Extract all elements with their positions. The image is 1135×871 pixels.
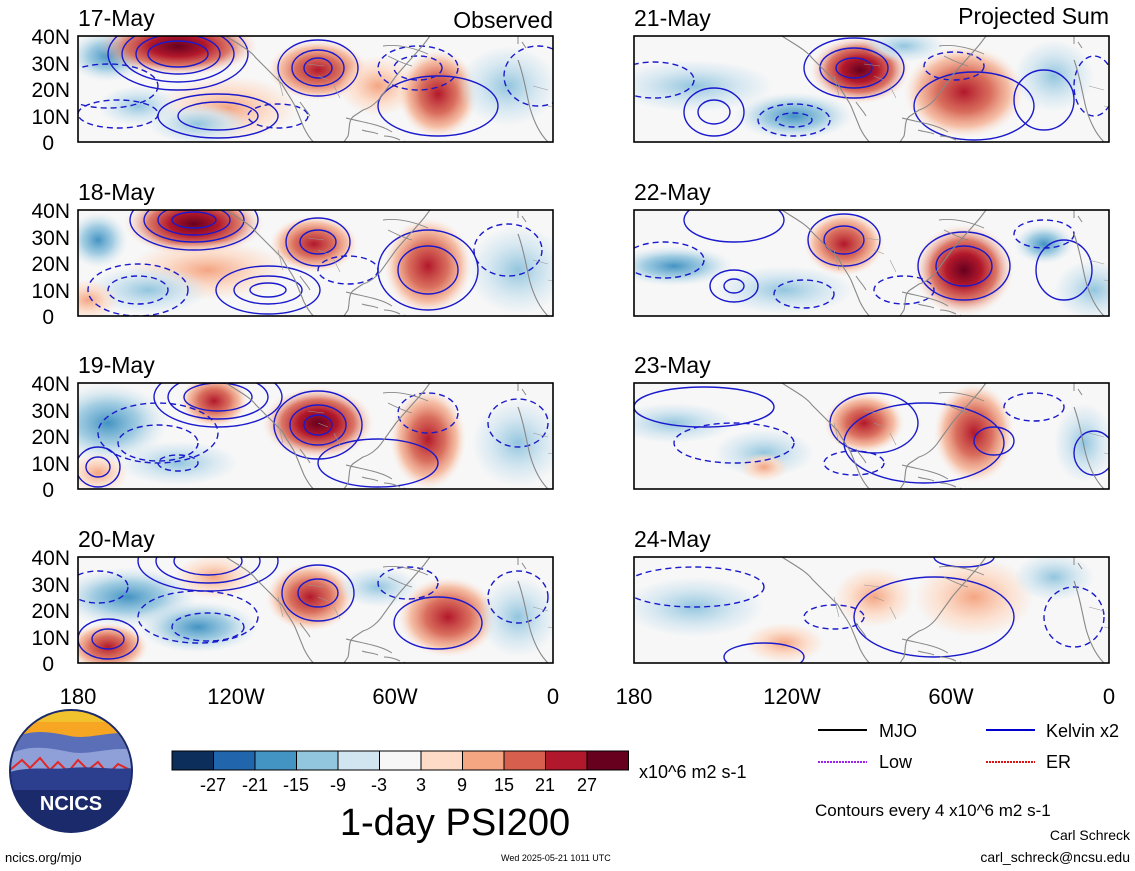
colorbar-swatch	[254, 750, 297, 771]
lat-label: 0	[42, 306, 54, 329]
legend-label: Kelvin x2	[1046, 721, 1119, 741]
panel-20-may	[77, 556, 554, 664]
lat-label: 30N	[31, 400, 70, 423]
colorbar-swatch	[420, 750, 463, 771]
logo-text: NCICS	[40, 793, 102, 815]
lat-label: 0	[42, 479, 54, 502]
panel-date: 23-May	[634, 352, 711, 378]
lon-label: 120W	[207, 684, 265, 709]
lat-label: 40N	[31, 26, 70, 49]
panel-23-may	[633, 382, 1110, 490]
panel-date: 24-May	[634, 526, 711, 552]
observed-title: Observed	[453, 7, 553, 33]
main-title: 1-day PSI200	[340, 802, 570, 844]
lat-label: 20N	[31, 426, 70, 449]
colorbar-tick: -15	[283, 775, 309, 795]
colorbar-swatch	[171, 750, 214, 771]
lat-label: 30N	[31, 227, 70, 250]
lat-label: 20N	[31, 79, 70, 102]
lat-label: 0	[42, 132, 54, 155]
lat-label: 10N	[31, 453, 70, 476]
lon-label: 180	[60, 684, 97, 709]
panel-date: 17-May	[78, 5, 155, 31]
colorbar-units: x10^6 m2 s-1	[639, 762, 747, 782]
colorbar-tick: -27	[200, 775, 226, 795]
lat-label: 20N	[31, 253, 70, 276]
lat-label: 10N	[31, 106, 70, 129]
lat-axis-labels: 40N 30N 20N 10N 0 40N 30N 20N 10N 0 40N …	[31, 26, 70, 676]
colorbar-tick: -9	[330, 775, 346, 795]
panel-19-may	[77, 382, 554, 490]
legend-label: ER	[1046, 752, 1071, 772]
lon-label: 60W	[372, 684, 417, 709]
panel-21-may	[633, 35, 1110, 143]
panel-date: 19-May	[78, 352, 155, 378]
line-legend: MJO Kelvin x2 Low ER	[818, 721, 1119, 772]
legend-label: MJO	[879, 721, 917, 741]
legend-label: Low	[879, 752, 913, 772]
colorbar-tick: 27	[577, 775, 597, 795]
colorbar-tick-labels: -27 -21 -15 -9 -3 3 9 15 21 27	[200, 775, 597, 795]
lon-label: 180	[616, 684, 653, 709]
colorbar-swatch	[296, 750, 339, 771]
colorbar-tick: -21	[242, 775, 268, 795]
lon-label: 60W	[928, 684, 973, 709]
footer-timestamp: Wed 2025-05-21 1011 UTC	[501, 853, 611, 863]
lat-label: 10N	[31, 627, 70, 650]
colorbar	[171, 750, 629, 771]
colorbar-swatch	[545, 750, 588, 771]
lon-axis-labels: 180 120W 60W 0 180 120W 60W 0	[60, 684, 1115, 709]
footer-author: Carl Schreck	[1050, 827, 1131, 843]
lat-label: 40N	[31, 547, 70, 570]
lat-label: 40N	[31, 373, 70, 396]
footer-email[interactable]: carl_schreck@ncsu.edu	[980, 849, 1130, 865]
colorbar-swatch	[586, 750, 629, 771]
lat-label: 10N	[31, 280, 70, 303]
panel-date: 22-May	[634, 179, 711, 205]
colorbar-swatch	[379, 750, 422, 771]
panel-18-may	[77, 209, 554, 317]
lon-label: 0	[547, 684, 559, 709]
panel-date: 21-May	[634, 5, 711, 31]
panel-17-may	[77, 35, 554, 143]
colorbar-swatch	[337, 750, 380, 771]
colorbar-tick: -3	[371, 775, 387, 795]
colorbar-tick: 15	[494, 775, 514, 795]
colorbar-swatch	[213, 750, 256, 771]
projected-title: Projected Sum	[958, 3, 1109, 29]
lon-label: 0	[1103, 684, 1115, 709]
lat-label: 0	[42, 653, 54, 676]
lat-label: 30N	[31, 53, 70, 76]
lat-label: 20N	[31, 600, 70, 623]
panel-date: 20-May	[78, 526, 155, 552]
lat-label: 30N	[31, 574, 70, 597]
colorbar-swatch	[503, 750, 546, 771]
ncics-logo: NCICS	[9, 709, 133, 833]
colorbar-tick: 21	[535, 775, 555, 795]
panel-date: 18-May	[78, 179, 155, 205]
lat-label: 40N	[31, 200, 70, 223]
panel-24-may	[633, 556, 1110, 664]
footer-url[interactable]: ncics.org/mjo	[5, 850, 82, 865]
contour-note: Contours every 4 x10^6 m2 s-1	[815, 801, 1051, 820]
colorbar-tick: 9	[457, 775, 467, 795]
colorbar-swatch	[462, 750, 505, 771]
panel-22-may	[633, 209, 1110, 317]
lon-label: 120W	[763, 684, 821, 709]
colorbar-tick: 3	[416, 775, 426, 795]
